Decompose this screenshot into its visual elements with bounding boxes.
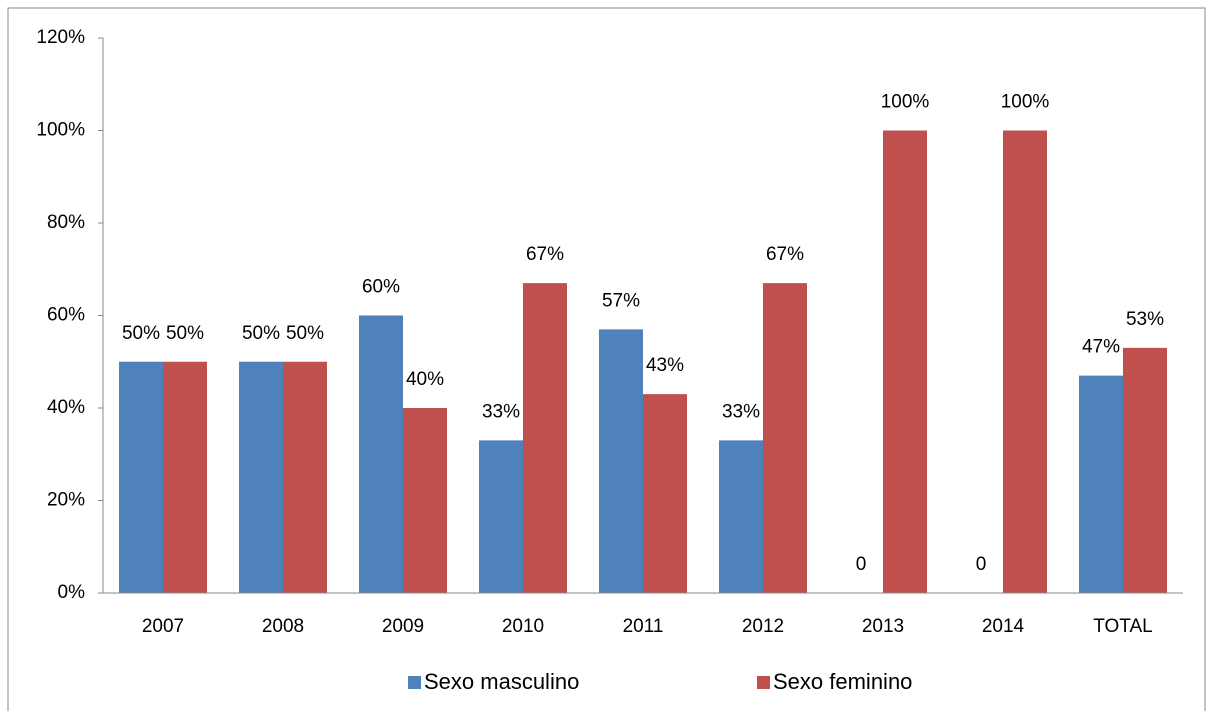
- data-label: 50%: [166, 323, 204, 344]
- x-tick-label: 2007: [142, 616, 184, 637]
- data-label: 53%: [1126, 309, 1164, 330]
- x-tick-label: 2008: [262, 616, 304, 637]
- y-tick-label: 60%: [47, 305, 85, 326]
- data-label: 0: [856, 554, 867, 575]
- bar: [1123, 347, 1167, 593]
- data-label: 33%: [722, 401, 760, 422]
- y-tick-label: 100%: [36, 120, 85, 141]
- bar: [643, 394, 687, 593]
- data-label: 67%: [526, 244, 564, 265]
- legend-label: Sexo feminino: [773, 669, 912, 694]
- x-tick-label: 2009: [382, 616, 424, 637]
- y-tick-label: 0%: [58, 582, 86, 603]
- legend-swatch: [757, 676, 770, 689]
- data-label: 100%: [1001, 92, 1050, 113]
- legend-swatch: [408, 676, 421, 689]
- data-label: 67%: [766, 244, 804, 265]
- data-label: 50%: [242, 323, 280, 344]
- bar: [239, 361, 283, 593]
- bar: [523, 283, 567, 593]
- bar: [883, 130, 927, 593]
- y-tick-label: 80%: [47, 212, 85, 233]
- bar: [1003, 130, 1047, 593]
- x-tick-label: 2014: [982, 616, 1025, 637]
- bar: [403, 408, 447, 593]
- x-tick-label: 2011: [623, 616, 664, 637]
- bar: [163, 361, 207, 593]
- y-tick-label: 120%: [36, 27, 85, 48]
- data-label: 50%: [286, 323, 324, 344]
- x-tick-label: TOTAL: [1093, 616, 1152, 637]
- data-label: 100%: [881, 92, 930, 113]
- bar: [599, 329, 643, 593]
- data-label: 40%: [406, 369, 444, 390]
- y-tick-label: 40%: [47, 397, 85, 418]
- bar: [283, 361, 327, 593]
- data-label: 43%: [646, 355, 684, 376]
- x-tick-label: 2010: [502, 616, 544, 637]
- data-label: 50%: [122, 323, 160, 344]
- legend-label: Sexo masculino: [424, 669, 579, 694]
- bar: [479, 440, 523, 593]
- x-tick-label: 2012: [742, 616, 784, 637]
- data-label: 57%: [602, 290, 640, 311]
- bar: [1079, 375, 1123, 593]
- bar: [119, 361, 163, 593]
- data-label: 47%: [1082, 337, 1120, 358]
- bar: [359, 315, 403, 593]
- data-label: 33%: [482, 401, 520, 422]
- data-label: 0: [976, 554, 987, 575]
- x-tick-label: 2013: [862, 616, 904, 637]
- bar: [763, 283, 807, 593]
- y-tick-label: 20%: [47, 490, 85, 511]
- data-label: 60%: [362, 277, 400, 298]
- bar: [719, 440, 763, 593]
